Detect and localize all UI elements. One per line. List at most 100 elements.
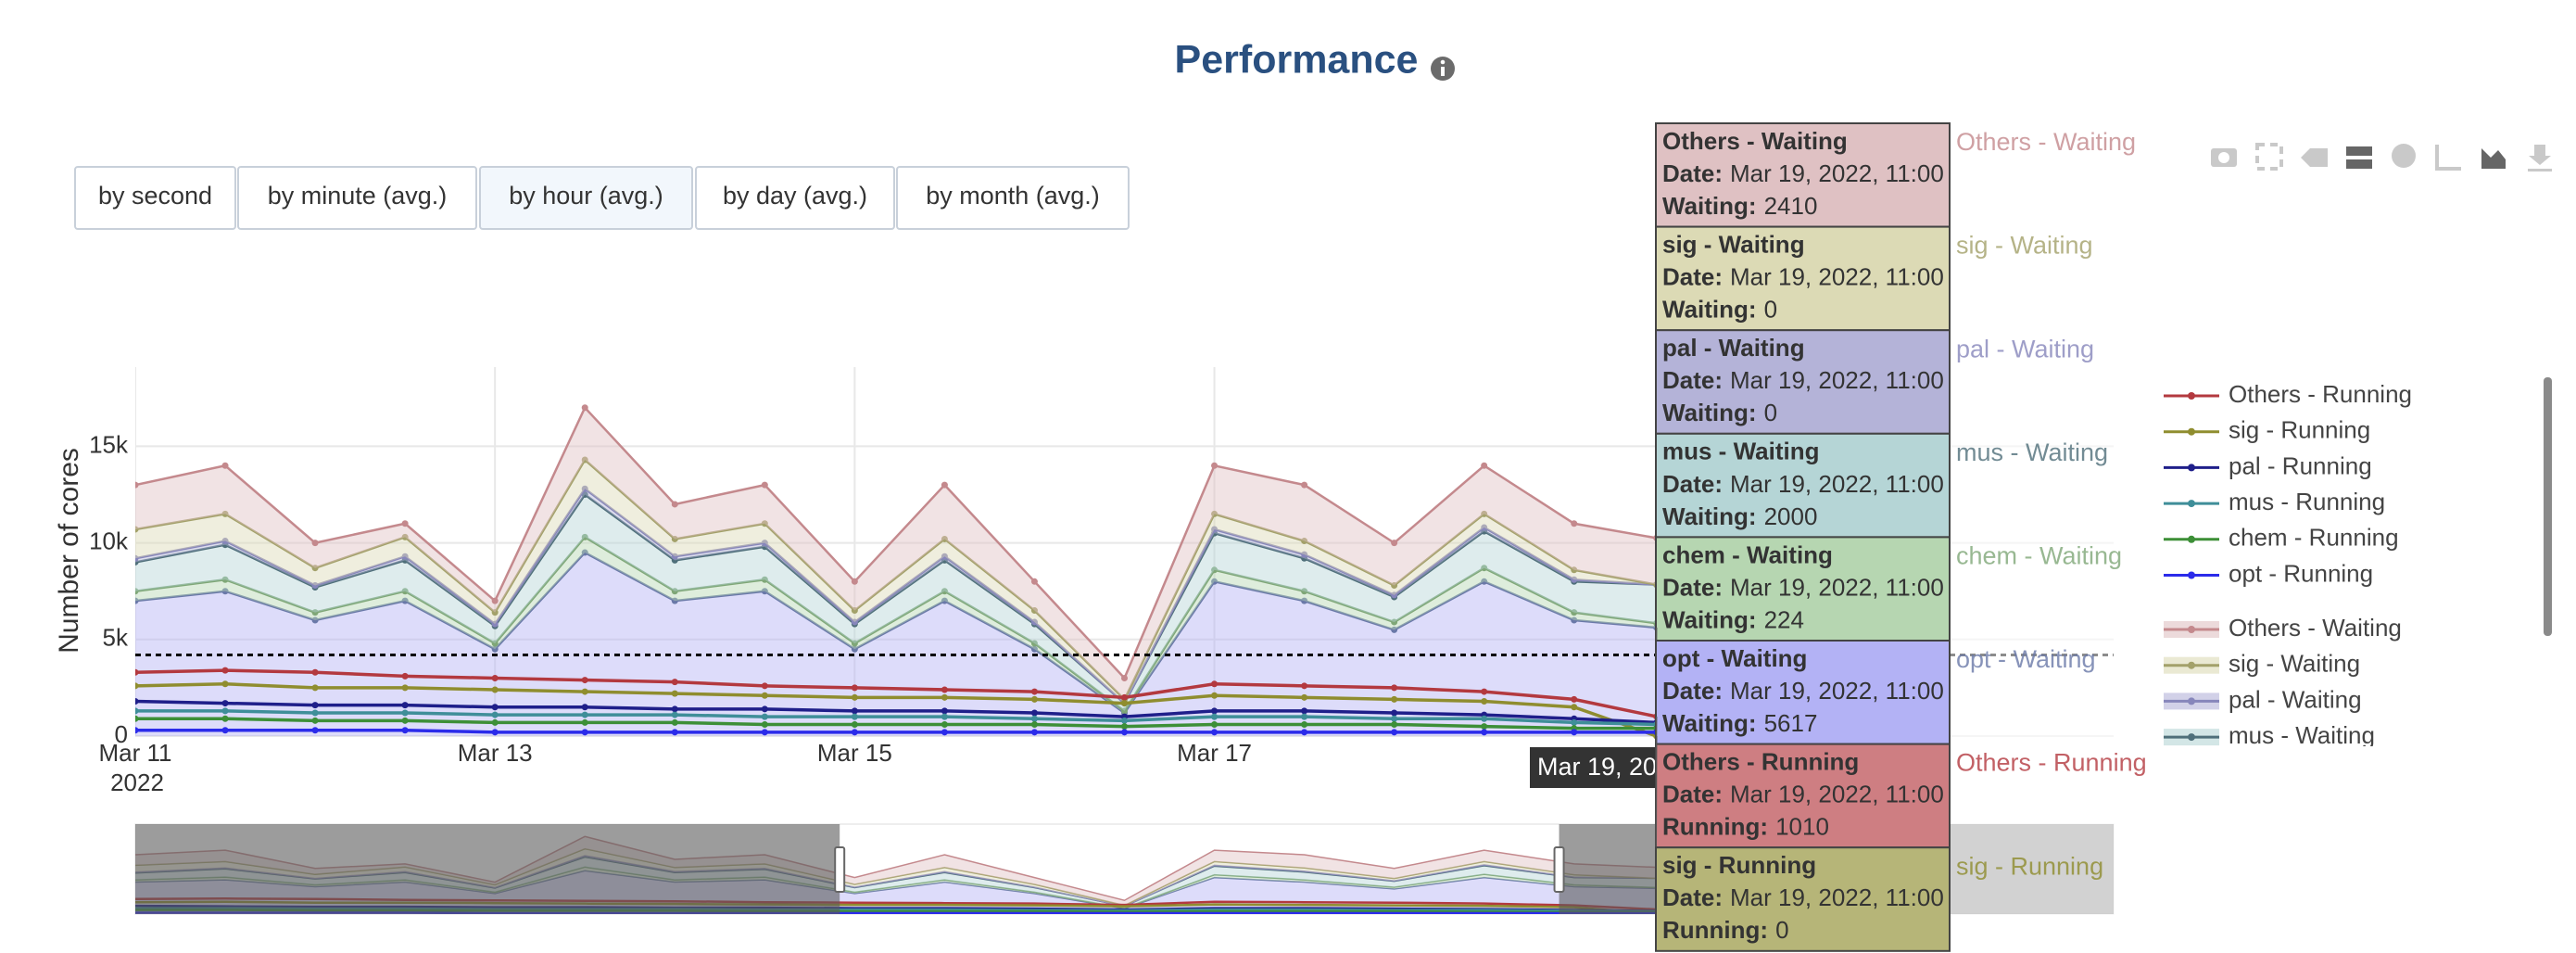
download-icon[interactable] [2528,145,2552,172]
legend-marker[interactable] [2188,806,2195,813]
info-icon[interactable] [1431,57,1455,81]
legend-marker[interactable] [2188,733,2195,742]
hover-value-label: Waiting: [1662,399,1757,426]
button[interactable] [479,166,693,230]
point-marker [491,704,499,711]
legend-label[interactable]: chem - Waiting [2229,757,2388,785]
legend-label[interactable]: mus - Waiting [2229,721,2375,749]
button[interactable] [695,166,895,230]
legend-marker[interactable] [2188,535,2195,543]
legend-label[interactable]: Others - Running [2229,380,2412,408]
legend-label[interactable]: Others - Waiting [2229,614,2402,642]
point-marker [135,697,139,705]
point-marker [1211,462,1219,469]
autoscale-icon[interactable] [2255,143,2283,171]
hover-series-name: mus - Waiting [1662,438,1819,465]
point-marker [1301,693,1308,701]
about-icon[interactable] [2392,144,2416,168]
point-marker [401,727,409,734]
hover-compare-icon[interactable] [2346,146,2372,169]
legend-label[interactable]: pal - Waiting [2229,685,2362,713]
toggle-spike-icon[interactable] [2435,145,2461,171]
legend-label[interactable]: opt - Running [2229,559,2373,587]
point-marker [1391,618,1398,626]
camera-icon[interactable] [2211,148,2237,167]
legend-swatch[interactable] [2164,765,2219,781]
legend-marker[interactable] [2188,392,2195,400]
slider-handle[interactable] [834,846,846,893]
legend: Others - Running sig - Running pal - Runni… [2164,380,2412,820]
hover-closest-icon[interactable] [2301,148,2328,167]
point-marker [1391,720,1398,728]
point-marker [221,715,229,722]
hover-box [1655,743,1951,849]
button-label[interactable]: by hour (avg.) [509,182,663,210]
point-marker [135,597,139,604]
hover-date-line: Date: Mar 19, 2022, 11:00 [1662,159,1944,187]
point-marker [1030,715,1038,722]
x-tick-label: Mar 13 [458,739,533,767]
hover-date-label: Date: [1662,883,1723,911]
point-marker [221,700,229,707]
point-marker [135,526,139,533]
hover-value-label: Running: [1662,812,1768,840]
legend-marker[interactable] [2188,697,2195,705]
button-label[interactable]: by month (avg.) [926,182,1100,210]
legend-marker[interactable] [2188,769,2195,777]
legend-marker[interactable] [2188,427,2195,436]
point-marker [401,709,409,717]
point-marker [1481,723,1488,731]
legend-marker[interactable] [2188,626,2195,633]
point-marker [1391,695,1398,703]
point-marker [1481,688,1488,695]
point-marker [311,684,319,692]
legend-marker[interactable] [2188,464,2195,472]
stacked-area [135,494,1934,711]
button[interactable] [896,166,1130,230]
legend-swatch[interactable] [2164,801,2219,818]
legend-label[interactable]: mus - Running [2229,488,2385,515]
legend-label[interactable]: opt - Waiting [2229,793,2363,820]
point-marker [401,684,409,692]
point-marker [1481,578,1488,585]
point-marker [135,707,139,715]
legend-label[interactable]: sig - Running [2229,416,2370,444]
mode-bar [2211,143,2552,172]
legend-label[interactable]: pal - Running [2229,451,2372,479]
hover-date-label: Date: [1662,677,1723,705]
point-marker [671,535,678,542]
button-label[interactable]: by day (avg.) [723,182,867,210]
area-icon[interactable] [2481,148,2506,169]
point-marker [311,717,319,724]
y-tick-label: 0 [115,720,128,748]
button[interactable] [237,166,477,230]
hover-date-value: Mar 19, 2022, 11:00 [1730,366,1944,394]
button-label[interactable]: by second [98,182,212,210]
legend-scrollbar[interactable] [2544,377,2552,636]
legend-label[interactable]: chem - Running [2229,524,2399,552]
hover-date-value: Mar 19, 2022, 11:00 [1730,677,1944,705]
point-marker [135,715,139,722]
legend-marker[interactable] [2188,500,2195,508]
legend-marker[interactable] [2188,571,2195,579]
legend-marker[interactable] [2188,661,2195,669]
point-marker [581,718,588,726]
point-marker [1121,700,1128,707]
hover-value: 0 [1764,399,1777,426]
hover-date-value: Mar 19, 2022, 11:00 [1730,573,1944,601]
hover-date-value: Mar 19, 2022, 11:00 [1730,470,1944,498]
point-marker [1391,729,1398,736]
fade-overlay [1950,362,2122,918]
point-marker [1571,520,1578,527]
hover-series-name: opt - Waiting [1662,644,1807,672]
slider-handle[interactable] [1553,846,1565,893]
button-label[interactable]: by minute (avg.) [268,182,448,210]
button[interactable] [74,166,236,230]
legend-label[interactable]: sig - Waiting [2229,650,2360,678]
hover-date-value: Mar 19, 2022, 11:00 [1730,883,1944,911]
hover-date-label: Date: [1662,262,1723,290]
hover-date-line: Date: Mar 19, 2022, 11:00 [1662,573,1944,601]
point-marker [1030,607,1038,615]
point-marker [941,597,948,604]
point-marker [1211,526,1219,533]
